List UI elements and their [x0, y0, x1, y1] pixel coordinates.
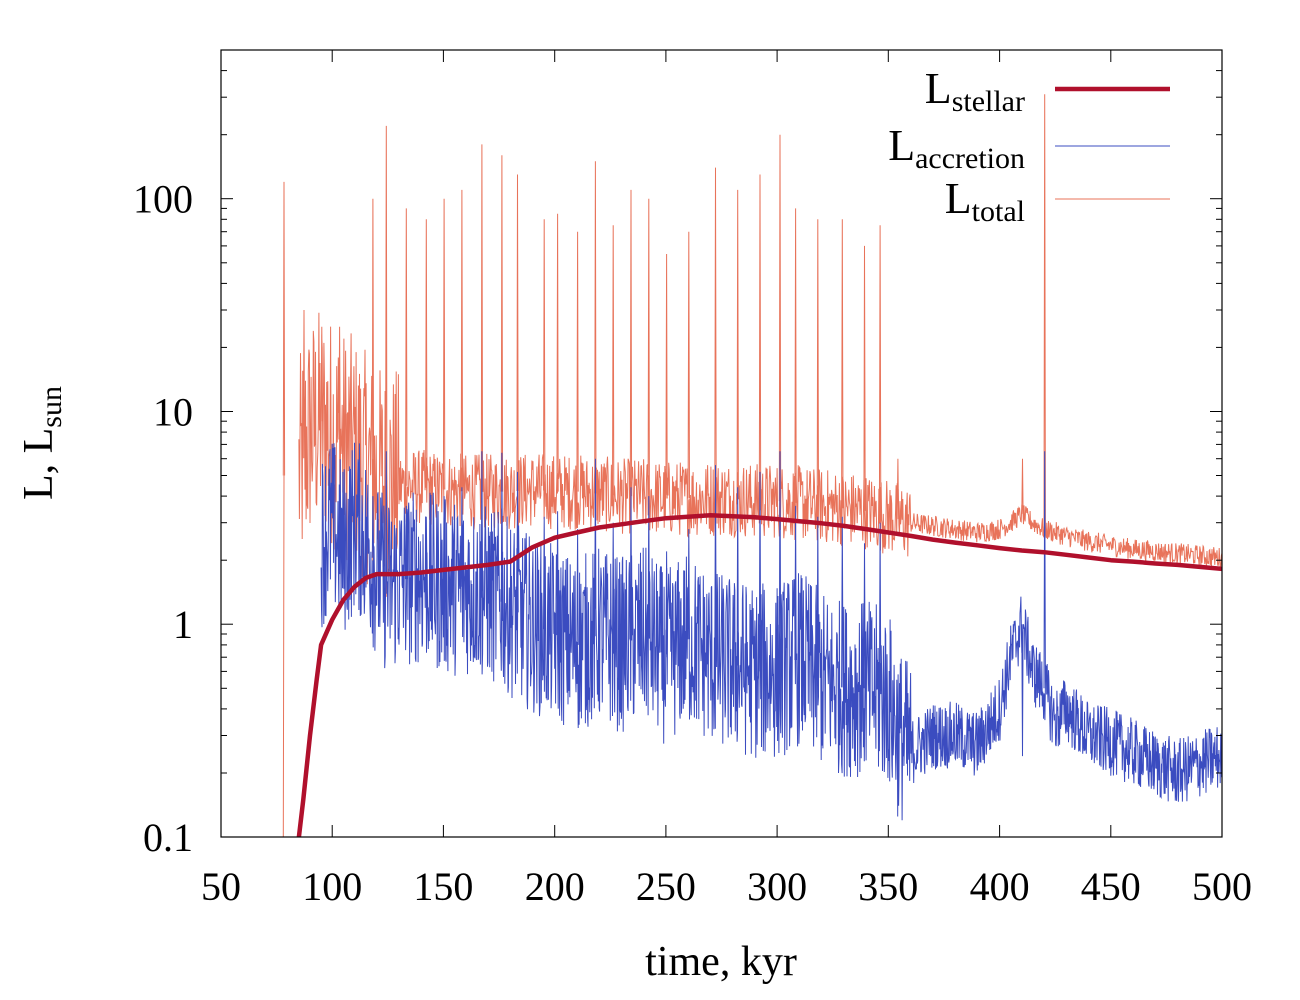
legend-label-total: Ltotal [945, 174, 1025, 228]
x-tick-label: 250 [636, 864, 696, 909]
series-line-accretion [320, 442, 1222, 821]
x-tick-label: 50 [201, 864, 241, 909]
legend-label-accretion: Laccretion [888, 121, 1025, 175]
x-tick-label: 200 [525, 864, 585, 909]
series-line-stellar [296, 513, 1222, 837]
y-axis-title: L, Lsun [16, 386, 68, 500]
x-tick-label: 350 [858, 864, 918, 909]
plot-frame [220, 49, 1223, 838]
legend-label-stellar: Lstellar [925, 64, 1025, 118]
x-tick-label: 300 [747, 864, 807, 909]
x-tick-label: 150 [413, 864, 473, 909]
y-tick-label: 0.1 [143, 815, 193, 860]
x-axis-title: time, kyr [645, 939, 797, 985]
y-tick-label: 100 [133, 177, 193, 222]
x-tick-label: 500 [1192, 864, 1252, 909]
y-tick-label: 1 [173, 602, 193, 647]
y-tick-label: 10 [153, 390, 193, 435]
x-tick-label: 100 [302, 864, 362, 909]
x-tick-label: 450 [1081, 864, 1141, 909]
x-tick-label: 400 [970, 864, 1030, 909]
